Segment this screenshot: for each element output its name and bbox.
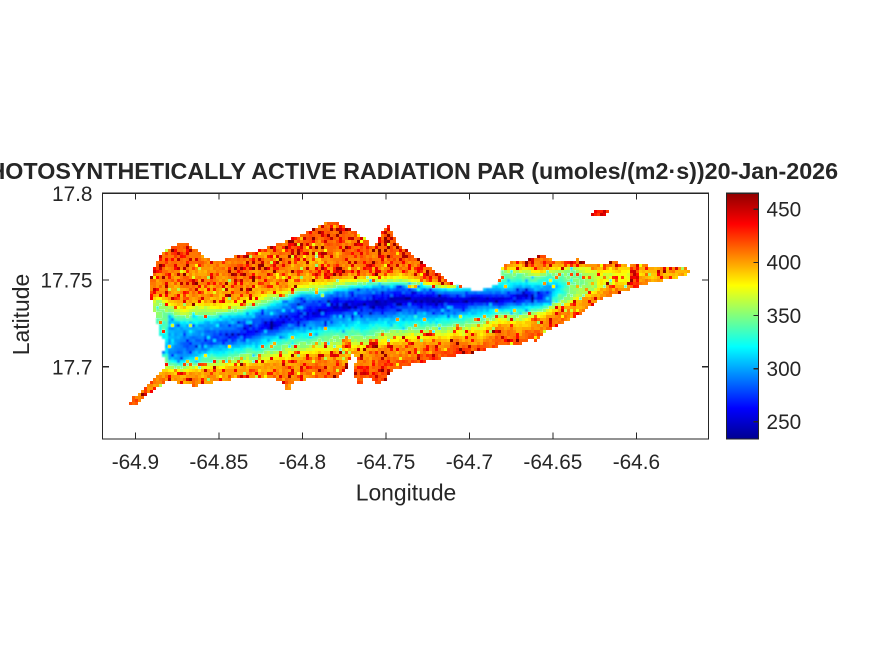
- svg-text:-64.9: -64.9: [112, 451, 159, 474]
- svg-text:Latitude: Latitude: [8, 274, 34, 355]
- svg-text:400: 400: [767, 252, 802, 275]
- svg-text:Longitude: Longitude: [356, 480, 457, 506]
- svg-text:250: 250: [767, 411, 802, 434]
- svg-text:-64.75: -64.75: [356, 451, 415, 474]
- svg-text:-64.65: -64.65: [523, 451, 582, 474]
- svg-text:-64.85: -64.85: [189, 451, 248, 474]
- svg-text:-64.8: -64.8: [279, 451, 326, 474]
- svg-text:17.7: 17.7: [52, 356, 92, 379]
- svg-text:350: 350: [767, 305, 802, 328]
- svg-text:17.75: 17.75: [40, 270, 92, 293]
- svg-text:-64.6: -64.6: [613, 451, 660, 474]
- svg-text:450: 450: [767, 199, 802, 222]
- svg-text:17.8: 17.8: [52, 183, 92, 206]
- svg-text:-64.7: -64.7: [446, 451, 493, 474]
- svg-text:PHOTOSYNTHETICALLY ACTIVE RADI: PHOTOSYNTHETICALLY ACTIVE RADIATION PAR …: [0, 158, 838, 184]
- svg-text:300: 300: [767, 358, 802, 381]
